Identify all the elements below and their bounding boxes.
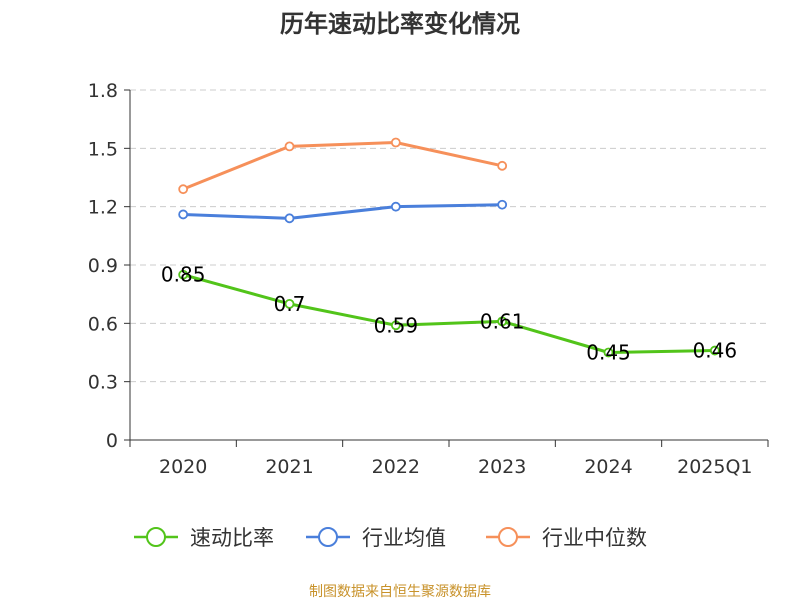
data-point[interactable]	[709, 345, 720, 356]
legend-label: 行业中位数	[542, 526, 647, 550]
series-line	[182, 141, 503, 191]
series-line	[183, 203, 503, 220]
legend-item[interactable]: 行业均值	[306, 526, 446, 550]
data-point[interactable]	[284, 141, 295, 152]
y-tick-label: 0.6	[88, 313, 118, 335]
legend-item[interactable]: 行业中位数	[486, 526, 647, 550]
data-point[interactable]	[178, 184, 189, 195]
series-group	[178, 199, 508, 224]
series-line	[182, 273, 715, 354]
x-tick-label: 2025Q1	[677, 456, 752, 478]
y-tick-label: 0.9	[88, 255, 118, 277]
x-tick-label: 2023	[478, 456, 526, 478]
y-tick-label: 1.2	[88, 197, 118, 219]
y-tick-label: 0	[106, 430, 118, 452]
data-point[interactable]	[497, 316, 508, 327]
legend-marker	[498, 527, 518, 547]
data-label: 0.46	[693, 339, 738, 363]
legend-item[interactable]: 速动比率	[134, 526, 274, 550]
legend: 速动比率 行业均值 行业中位数	[134, 526, 647, 550]
data-point[interactable]	[497, 160, 508, 171]
grid-lines	[130, 89, 768, 383]
data-point[interactable]	[284, 213, 295, 224]
data-point[interactable]	[284, 298, 295, 309]
data-point[interactable]	[390, 201, 401, 212]
data-label: 0.45	[586, 341, 631, 365]
legend-label: 行业均值	[362, 526, 446, 550]
x-tick-label: 2021	[265, 456, 313, 478]
axes: 0 0.3 0.6 0.9 1.2 1.5 1.8 2020 2021 2022 2023 2024 2…	[88, 80, 769, 478]
series-group	[178, 137, 508, 195]
x-tick-label: 2022	[372, 456, 420, 478]
legend-marker	[318, 527, 338, 547]
data-point[interactable]	[390, 320, 401, 331]
y-tick-label: 1.8	[88, 80, 118, 102]
y-tick-label: 0.3	[88, 372, 118, 394]
data-point[interactable]	[497, 199, 508, 210]
source-note: 制图数据来自恒生聚源数据库	[309, 584, 491, 600]
legend-label: 速动比率	[190, 526, 274, 550]
data-label: 0.85	[161, 263, 206, 287]
data-point[interactable]	[390, 137, 401, 148]
data-point[interactable]	[178, 269, 189, 280]
x-tick-label: 2024	[584, 456, 632, 478]
legend-marker	[146, 527, 166, 547]
series-layer: 0.85 0.7 0.59 0.61 0.45 0.46	[161, 137, 737, 365]
data-label: 0.7	[274, 292, 306, 316]
data-label: 0.59	[374, 313, 419, 337]
data-label: 0.61	[480, 309, 525, 333]
data-point[interactable]	[603, 347, 614, 358]
y-tick-label: 1.5	[88, 138, 118, 160]
x-tick-label: 2020	[159, 456, 207, 478]
series-group: 0.85 0.7 0.59 0.61 0.45 0.46	[161, 263, 737, 365]
data-point[interactable]	[178, 209, 189, 220]
chart-title: 历年速动比率变化情况	[280, 10, 520, 38]
